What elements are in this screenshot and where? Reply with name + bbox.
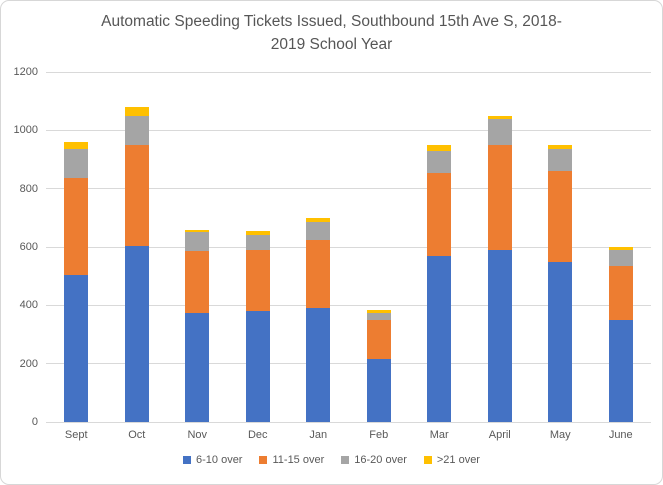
chart-title: Automatic Speeding Tickets Issued, South… (101, 13, 562, 53)
x-axis-label-dec: Dec (247, 429, 268, 441)
bar-segment-june-6-10-over (608, 319, 633, 422)
bar-segment-mar-6-10-over (427, 255, 452, 422)
bar-segment-jan-6-10-over (306, 308, 331, 422)
bar-segment-oct-11-15-over (124, 144, 149, 246)
bar-segment-may-16-20-over (548, 149, 573, 172)
bar-segment-sept-11-15-over (64, 178, 89, 275)
bar-segment-may-6-10-over (548, 261, 573, 422)
bar-segment-nov--21-over (185, 229, 210, 233)
bar-segment-dec-6-10-over (245, 311, 270, 422)
bar-segment-feb--21-over (366, 309, 391, 313)
bar-segment-june-16-20-over (608, 249, 633, 266)
bar-segment-jan--21-over (306, 217, 331, 223)
bar-segment-feb-11-15-over (366, 319, 391, 360)
bar-segment-april-16-20-over (487, 118, 512, 145)
y-axis-tick-1000: 1000 (13, 124, 38, 137)
x-axis-label-jan: Jan (309, 429, 328, 441)
x-axis-label-sept: Sept (64, 429, 88, 441)
bar-segment-may-11-15-over (548, 171, 573, 262)
y-axis-tick-600: 600 (19, 241, 38, 253)
legend-swatch-icon (183, 456, 191, 464)
bar-segment-dec--21-over (245, 230, 270, 236)
x-axis-label-mar: Mar (429, 429, 449, 441)
gridline-400 (46, 304, 651, 306)
bar-segment-jan-11-15-over (306, 239, 331, 309)
bar-segment-feb-6-10-over (366, 359, 391, 422)
y-axis-tick-0: 0 (31, 416, 38, 428)
y-axis-tick-800: 800 (19, 182, 38, 195)
bar-segment-oct-16-20-over (124, 115, 149, 145)
bar-segment-dec-16-20-over (245, 235, 270, 250)
legend-item-6-10-over: 6-10 over (183, 454, 242, 466)
bar-segment-feb-16-20-over (366, 312, 391, 320)
bar-segment-may--21-over (548, 144, 573, 150)
y-axis-tick-1200: 1200 (13, 66, 38, 78)
bar-segment-nov-6-10-over (185, 312, 210, 422)
legend-item-16-20-over: 16-20 over (341, 454, 407, 466)
legend-label: 6-10 over (196, 454, 243, 466)
bar-segment-mar-11-15-over (427, 172, 452, 256)
legend-label: 16-20 over (354, 454, 407, 466)
legend: 6-10 over 11-15 over 16-20 over >21 over (1, 454, 662, 466)
y-axis-tick-200: 200 (19, 357, 38, 370)
bar-segment-jan-16-20-over (306, 222, 331, 240)
x-axis-label-june: June (608, 429, 633, 441)
bar-segment-oct-6-10-over (124, 245, 149, 422)
gridline-1000 (46, 129, 651, 131)
bar-segment-june-11-15-over (608, 265, 633, 320)
bar-segment-april-11-15-over (487, 144, 512, 250)
gridline-600 (46, 246, 651, 248)
gridline-800 (46, 188, 651, 190)
legend-item-11-15-over: 11-15 over (259, 454, 324, 466)
gridline-200 (46, 363, 651, 365)
x-axis-label-feb: Feb (369, 429, 389, 441)
legend-swatch-icon (423, 456, 432, 464)
bar-segment-dec-11-15-over (245, 249, 270, 312)
bar-segment-nov-16-20-over (185, 232, 210, 252)
y-axis-tick-400: 400 (19, 299, 38, 312)
bar-segment-mar--21-over (427, 144, 452, 151)
bar-segment-nov-11-15-over (185, 251, 210, 313)
bar-segment-mar-16-20-over (427, 150, 452, 173)
legend-label: 11-15 over (272, 454, 325, 466)
bar-segment-april-6-10-over (487, 249, 512, 422)
x-axis-label-nov: Nov (187, 429, 208, 441)
bar-segment-sept--21-over (64, 142, 89, 150)
x-axis-label-oct: Oct (128, 429, 146, 441)
legend-swatch-icon (259, 456, 268, 464)
x-axis-label-may: May (549, 429, 571, 441)
plot-area (46, 71, 651, 423)
bar-segment-sept-6-10-over (64, 274, 89, 422)
legend-label: >21 over (436, 454, 480, 466)
bar-segment-sept-16-20-over (64, 149, 89, 179)
bar-segment-oct--21-over (124, 107, 149, 116)
bar-segment-april--21-over (487, 115, 512, 119)
bar-segment-june--21-over (608, 247, 633, 250)
gridline-1200 (46, 71, 651, 73)
x-axis-label-april: April (488, 429, 511, 441)
legend-swatch-icon (341, 456, 350, 464)
gridline-0 (46, 421, 651, 423)
legend-item--21-over: >21 over (423, 454, 480, 466)
